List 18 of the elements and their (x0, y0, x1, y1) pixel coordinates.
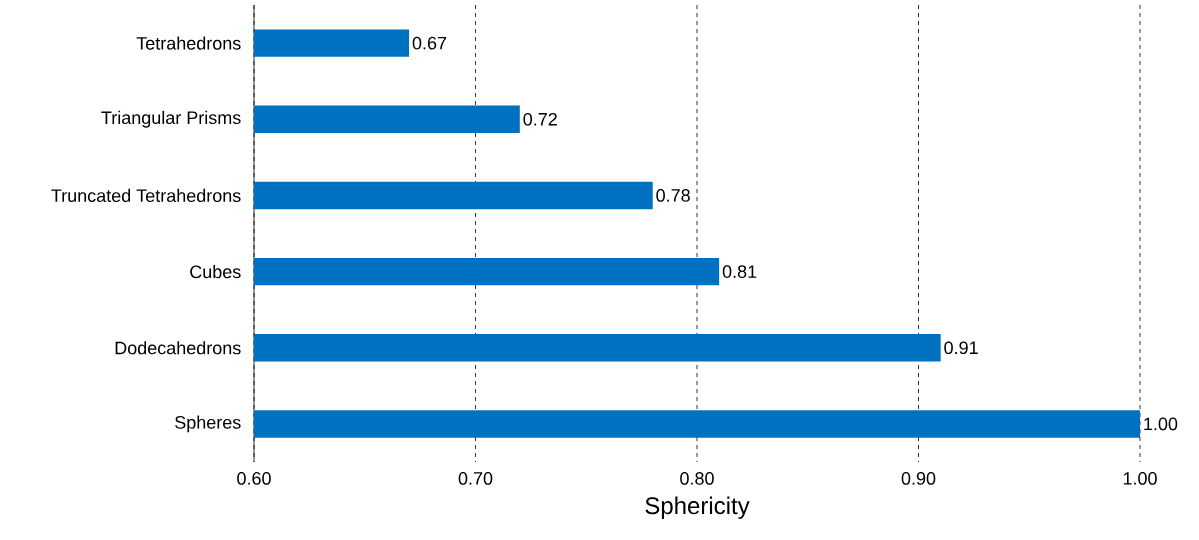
x-tick-label: 0.80 (680, 472, 714, 485)
x-axis-title: Sphericity (645, 496, 750, 519)
x-tick-label: 0.60 (237, 472, 271, 485)
x-tick-label: 0.90 (901, 472, 936, 485)
data-label: 0.91 (944, 341, 978, 355)
data-label: 0.67 (412, 36, 447, 50)
data-label: 0.81 (722, 265, 757, 278)
x-tick-label: 1.00 (1123, 472, 1157, 485)
y-tick-label: Dodecahedrons (115, 341, 241, 355)
y-tick-label: Spheres (175, 415, 241, 433)
x-tick-label: 0.70 (458, 472, 493, 485)
y-tick-label: Tetrahedrons (136, 36, 241, 50)
y-tick-label: Triangular Prisms (101, 110, 241, 128)
data-label: 0.72 (523, 112, 557, 126)
data-label: 0.78 (656, 189, 690, 202)
y-tick-label: Cubes (190, 264, 241, 279)
data-label: 1.00 (1144, 417, 1178, 431)
y-tick-label: Truncated Tetrahedrons (51, 188, 241, 203)
